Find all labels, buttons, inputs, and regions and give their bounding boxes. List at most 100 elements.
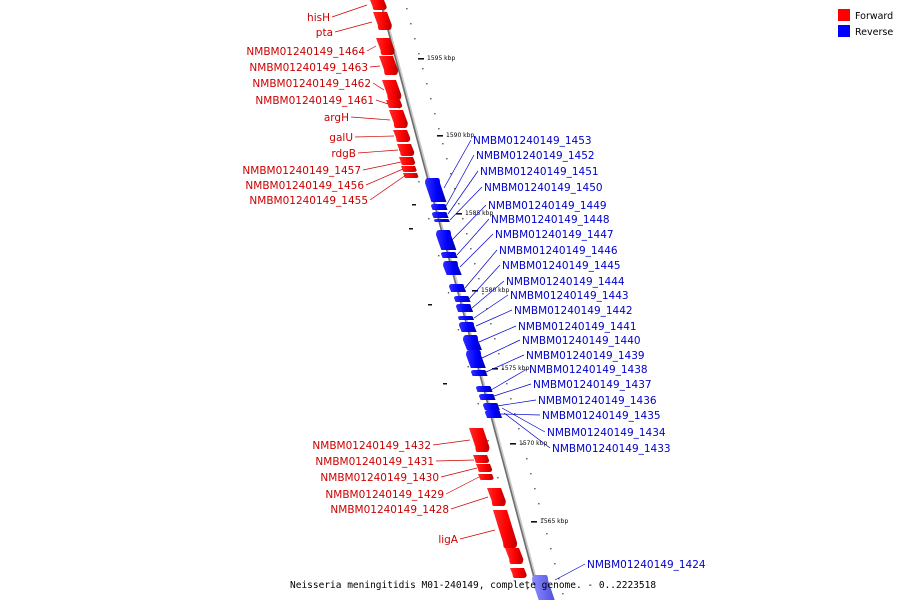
reverse-gene-label[interactable]: NMBM01240149_1441 <box>518 321 637 333</box>
reverse-gene-label[interactable]: NMBM01240149_1439 <box>526 350 645 362</box>
forward-gene[interactable] <box>403 173 419 178</box>
forward-gene[interactable] <box>476 464 493 472</box>
reverse-gene[interactable] <box>459 322 477 332</box>
forward-leader-line <box>350 116 391 121</box>
forward-gene-label[interactable]: NMBM01240149_1431 <box>315 456 434 468</box>
reverse-gene[interactable] <box>471 370 488 376</box>
forward-gene-label[interactable]: NMBM01240149_1462 <box>252 78 371 90</box>
forward-gene-label[interactable]: pta <box>316 27 333 39</box>
legend: Forward Reverse <box>838 9 893 38</box>
reverse-gene-label[interactable]: NMBM01240149_1453 <box>473 135 592 147</box>
reverse-gene[interactable] <box>532 575 555 600</box>
reverse-gene-label[interactable]: NMBM01240149_1434 <box>547 427 666 439</box>
tick-dash <box>412 204 416 206</box>
reverse-gene[interactable] <box>431 204 448 210</box>
minor-tick-dot <box>490 323 492 325</box>
caption: Neisseria meningitidis M01-240149, compl… <box>290 580 656 591</box>
reverse-gene[interactable] <box>432 212 449 218</box>
minor-tick-dot <box>430 98 432 100</box>
forward-gene[interactable] <box>473 455 490 463</box>
reverse-gene-label[interactable]: NMBM01240149_1452 <box>476 150 595 162</box>
forward-gene[interactable] <box>379 56 399 75</box>
reverse-gene-label[interactable]: NMBM01240149_1442 <box>514 305 633 317</box>
forward-gene-label[interactable]: NMBM01240149_1461 <box>255 95 374 107</box>
reverse-gene[interactable] <box>466 350 486 368</box>
reverse-gene-label[interactable]: NMBM01240149_1451 <box>480 166 599 178</box>
forward-leader-line <box>366 45 377 52</box>
reverse-gene-label[interactable]: NMBM01240149_1433 <box>552 443 671 455</box>
forward-gene-label[interactable]: galU <box>329 132 353 144</box>
forward-gene-label[interactable]: NMBM01240149_1432 <box>312 440 431 452</box>
forward-gene[interactable] <box>382 80 402 100</box>
forward-gene[interactable] <box>478 474 494 480</box>
minor-tick-dot <box>442 143 444 145</box>
minor-tick-dot <box>474 263 476 265</box>
forward-gene-label[interactable]: NMBM01240149_1457 <box>242 165 361 177</box>
reverse-gene-label[interactable]: NMBM01240149_1436 <box>538 395 657 407</box>
reverse-gene-label[interactable]: NMBM01240149_1449 <box>488 200 607 212</box>
reverse-gene-label[interactable]: NMBM01240149_1448 <box>491 214 610 226</box>
reverse-gene[interactable] <box>476 386 493 392</box>
forward-gene[interactable] <box>510 568 527 578</box>
reverse-gene-label[interactable]: NMBM01240149_1447 <box>495 229 614 241</box>
reverse-gene-label[interactable]: NMBM01240149_1446 <box>499 245 618 257</box>
forward-gene[interactable] <box>505 548 524 564</box>
reverse-gene[interactable] <box>463 335 482 350</box>
reverse-gene[interactable] <box>443 261 462 275</box>
reverse-leader-line <box>471 280 505 309</box>
forward-gene-label[interactable]: NMBM01240149_1456 <box>245 180 364 192</box>
reverse-gene-label[interactable]: NMBM01240149_1424 <box>587 559 706 571</box>
forward-leader-line <box>334 21 373 33</box>
forward-gene[interactable] <box>401 166 417 172</box>
forward-gene[interactable] <box>370 0 387 10</box>
reverse-gene[interactable] <box>456 304 474 312</box>
reverse-gene-label[interactable]: NMBM01240149_1440 <box>522 335 641 347</box>
reverse-gene-label[interactable]: NMBM01240149_1435 <box>542 410 661 422</box>
minor-tick-dot <box>514 413 516 415</box>
reverse-gene-label[interactable]: NMBM01240149_1444 <box>506 276 625 288</box>
reverse-gene-label[interactable]: NMBM01240149_1445 <box>502 260 621 272</box>
reverse-gene[interactable] <box>425 178 447 202</box>
reverse-gene[interactable] <box>485 410 503 418</box>
forward-gene[interactable] <box>393 130 411 142</box>
tick-dash <box>443 383 447 385</box>
forward-gene-label[interactable]: argH <box>324 112 349 124</box>
reverse-gene-label[interactable]: NMBM01240149_1437 <box>533 379 652 391</box>
forward-gene-label[interactable]: hisH <box>307 12 330 24</box>
label-leader-lines <box>331 4 586 581</box>
reverse-gene-label[interactable]: NMBM01240149_1438 <box>529 364 648 376</box>
tick-label: 1590 kbp <box>446 132 474 139</box>
forward-gene[interactable] <box>469 428 490 452</box>
forward-gene[interactable] <box>386 100 403 108</box>
forward-gene[interactable] <box>493 510 518 548</box>
reverse-gene[interactable] <box>441 252 458 258</box>
forward-gene-label[interactable]: NMBM01240149_1429 <box>325 489 444 501</box>
forward-gene-label[interactable]: NMBM01240149_1455 <box>249 195 368 207</box>
forward-gene-label[interactable]: NMBM01240149_1430 <box>320 472 439 484</box>
reverse-gene[interactable] <box>454 296 471 302</box>
forward-gene[interactable] <box>373 12 392 30</box>
legend-reverse-swatch <box>838 25 850 37</box>
minor-tick-dot <box>487 440 489 442</box>
forward-gene[interactable] <box>399 157 416 165</box>
forward-gene-label[interactable]: rdgB <box>331 148 356 160</box>
reverse-gene[interactable] <box>434 219 450 222</box>
forward-gene-label[interactable]: NMBM01240149_1428 <box>330 504 449 516</box>
reverse-leader-line <box>459 233 494 268</box>
forward-gene[interactable] <box>397 144 415 156</box>
reverse-gene[interactable] <box>458 316 475 320</box>
forward-gene-label[interactable]: NMBM01240149_1464 <box>246 46 365 58</box>
reverse-leader-line <box>449 186 483 221</box>
reverse-gene[interactable] <box>483 403 500 410</box>
reverse-gene[interactable] <box>449 284 467 292</box>
reverse-gene-label[interactable]: NMBM01240149_1443 <box>510 290 629 302</box>
forward-gene[interactable] <box>487 488 506 506</box>
forward-gene-label[interactable]: ligA <box>438 534 458 546</box>
forward-gene[interactable] <box>376 38 395 55</box>
reverse-gene[interactable] <box>436 230 457 250</box>
forward-gene-label[interactable]: NMBM01240149_1463 <box>249 62 368 74</box>
forward-gene[interactable] <box>389 110 408 128</box>
reverse-gene[interactable] <box>479 394 496 400</box>
minor-tick-dot <box>422 68 424 70</box>
reverse-gene-label[interactable]: NMBM01240149_1450 <box>484 182 603 194</box>
